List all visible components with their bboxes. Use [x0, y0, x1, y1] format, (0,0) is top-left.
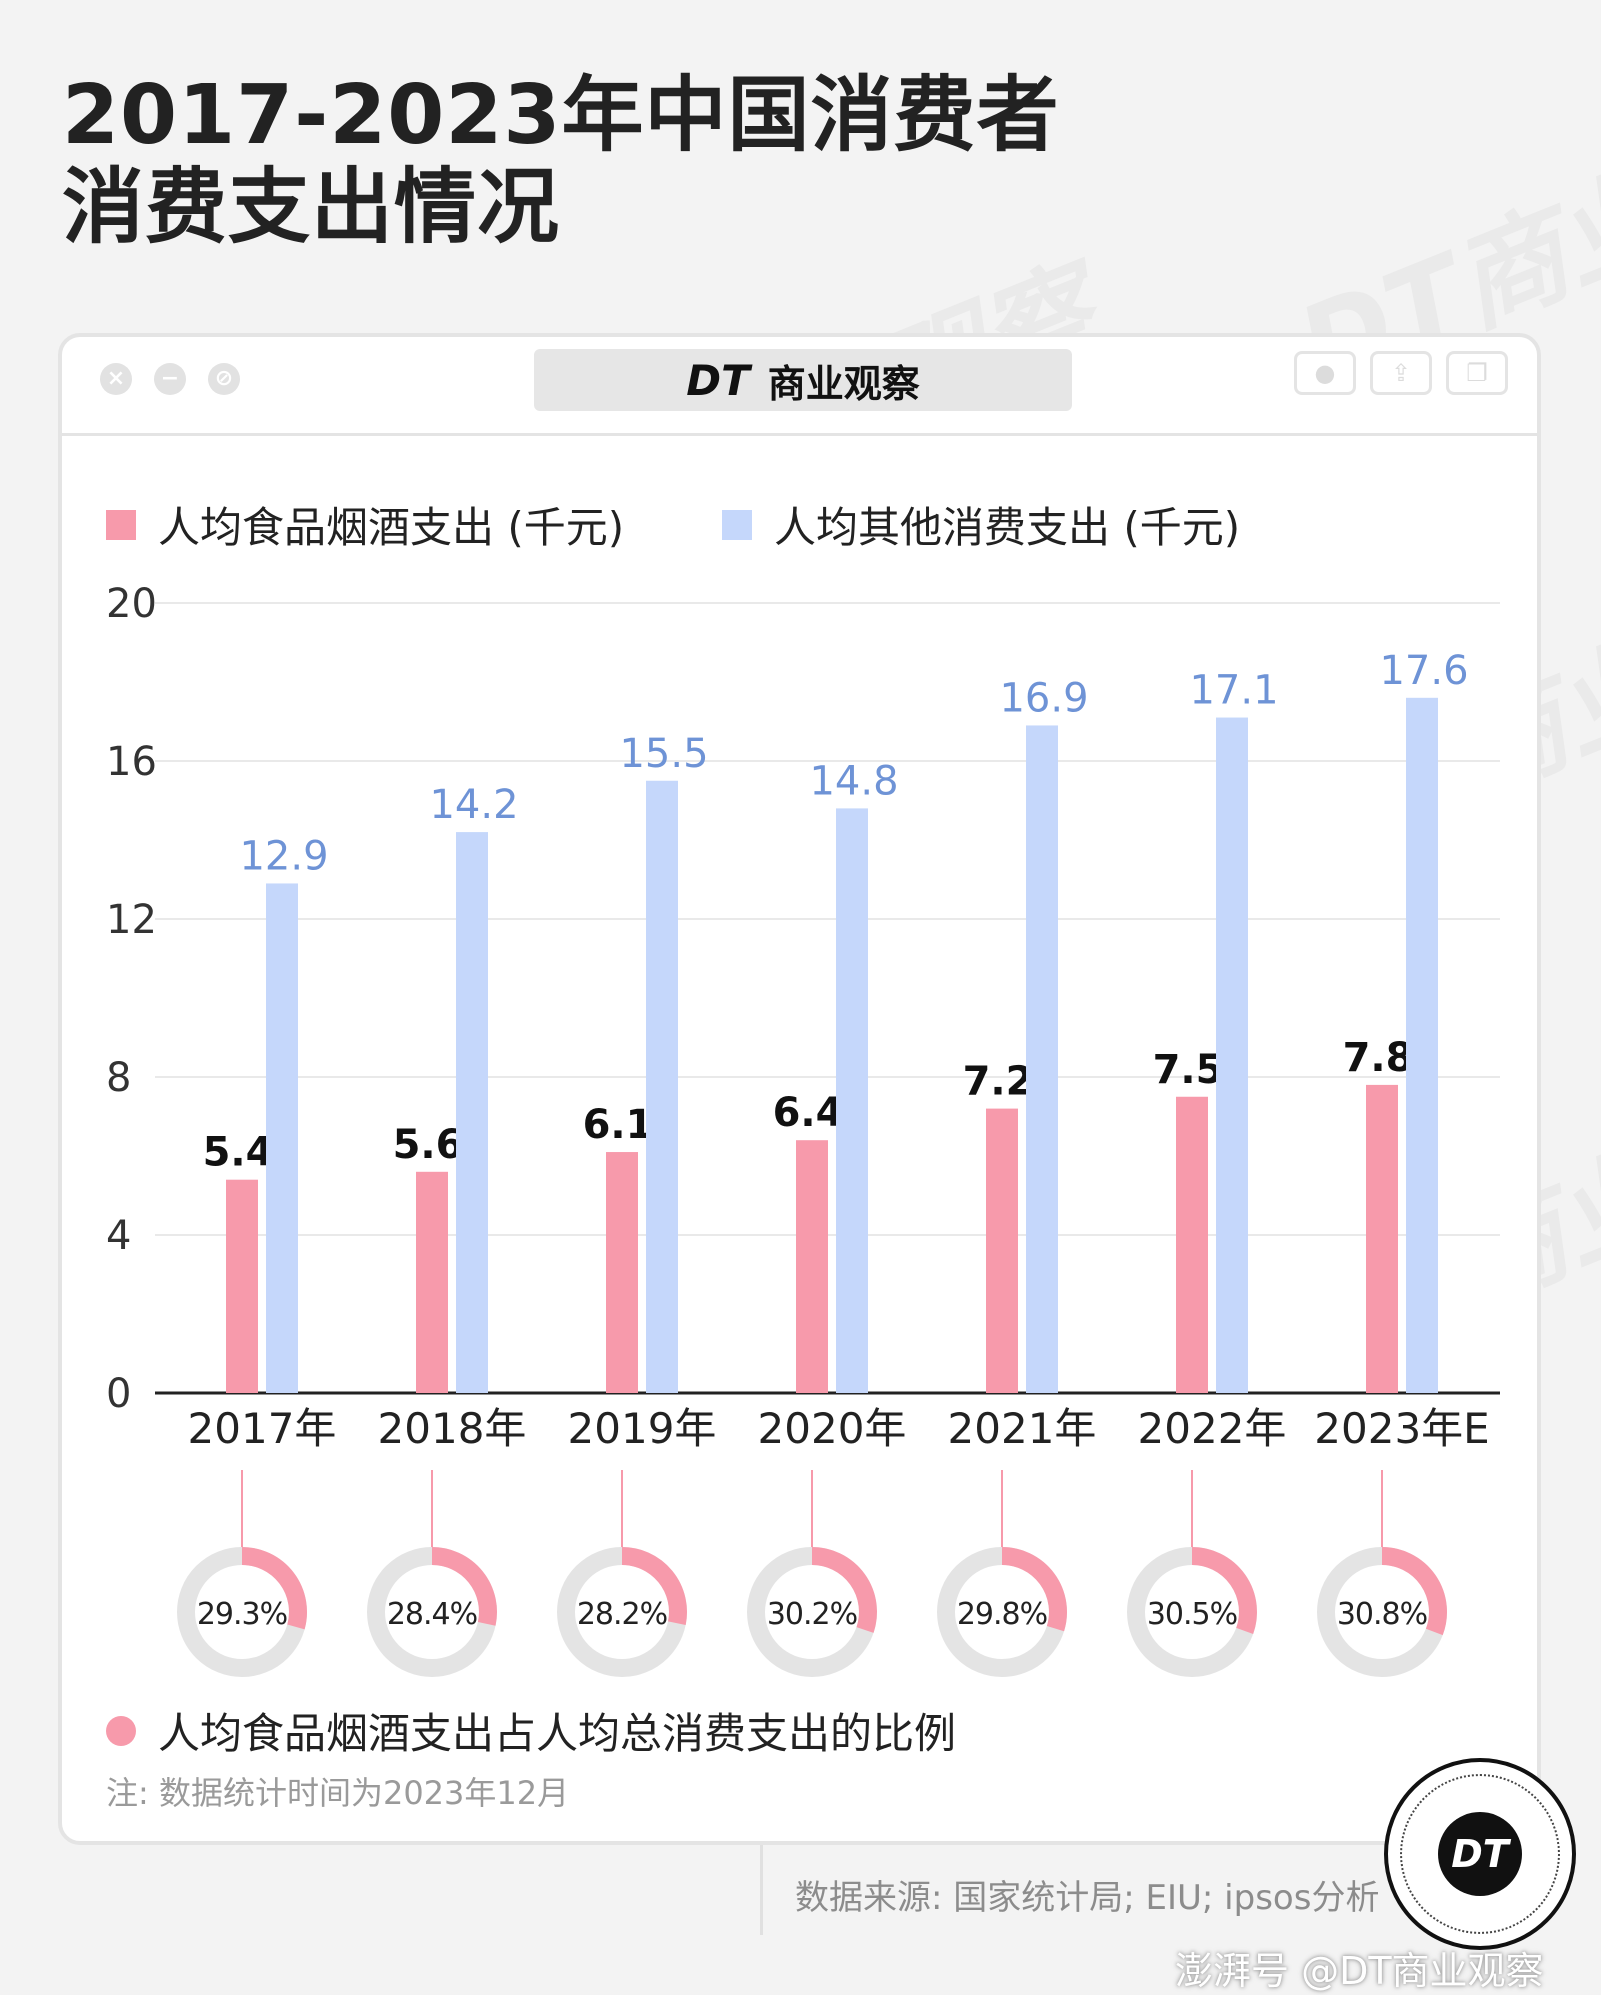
x-tick-label: 2018年	[378, 1404, 527, 1453]
data-label-food: 7.2	[963, 1059, 1034, 1105]
ratio-donut-arc	[1191, 1547, 1257, 1635]
ratio-label: 28.4%	[387, 1597, 477, 1632]
y-tick-label: 12	[106, 897, 157, 943]
data-source: 数据来源: 国家统计局; EIU; ipsos分析	[795, 1878, 1380, 1918]
bar-food	[796, 1140, 828, 1393]
page-title-line2: 消费支出情况	[62, 160, 561, 255]
ratio-donut-arc	[431, 1547, 497, 1626]
chart-window: × − ⊘ DT 商业观察 ● ⇪ ❐	[58, 333, 1541, 1845]
brand-name: 商业观察	[767, 361, 920, 406]
window-icon[interactable]: ❐	[1446, 351, 1508, 395]
ratio-label: 28.2%	[577, 1597, 667, 1632]
ratio-label: 30.8%	[1337, 1597, 1427, 1632]
legend-other-swatch	[722, 509, 752, 540]
page-title-line1: 2017-2023年中国消费者	[62, 68, 1060, 163]
footer-watermark: 澎湃号 @DT商业观察	[1175, 1949, 1544, 1993]
legend-ratio: 人均食品烟酒支出占人均总消费支出的比例	[106, 1700, 956, 1761]
data-label-other: 16.9	[999, 675, 1088, 721]
x-tick-label: 2023年E	[1314, 1404, 1489, 1453]
brand-bar: DT 商业观察	[534, 349, 1072, 411]
x-tick-label: 2020年	[758, 1404, 907, 1453]
page-title: 2017-2023年中国消费者 消费支出情况	[62, 70, 1059, 254]
legend-food-swatch	[106, 509, 136, 540]
ratio-label: 30.5%	[1147, 1597, 1237, 1632]
bar-other	[1406, 697, 1438, 1393]
bar-food	[1366, 1084, 1398, 1393]
dt-logo-icon: DT	[1438, 1812, 1522, 1896]
data-label-other: 17.1	[1189, 668, 1278, 714]
ratio-donut-arc	[621, 1547, 687, 1625]
brand-logo: DT	[686, 355, 750, 405]
ratio-donut-arc	[811, 1547, 877, 1633]
data-label-food: 6.4	[773, 1090, 844, 1136]
footnote: 注: 数据统计时间为2023年12月	[106, 1774, 570, 1812]
y-tick-label: 4	[106, 1213, 131, 1259]
ratio-label: 29.3%	[197, 1597, 287, 1632]
data-label-food: 7.8	[1343, 1035, 1414, 1081]
bar-food	[606, 1152, 638, 1393]
ratio-donut-arc	[1001, 1547, 1067, 1632]
x-tick-label: 2021年	[948, 1404, 1097, 1453]
data-label-other: 12.9	[239, 833, 328, 879]
share-icon[interactable]: ⇪	[1370, 351, 1432, 395]
y-tick-label: 8	[106, 1055, 131, 1101]
bar-other	[456, 832, 488, 1393]
data-label-other: 14.8	[809, 758, 898, 804]
data-label-other: 15.5	[619, 731, 708, 777]
ratio-donut-arc	[241, 1547, 307, 1630]
ratio-label: 30.2%	[767, 1597, 857, 1632]
bar-food	[416, 1171, 448, 1393]
bar-other	[266, 883, 298, 1393]
ratio-label: 29.8%	[957, 1597, 1047, 1632]
x-tick-label: 2019年	[568, 1404, 717, 1453]
bar-other	[1026, 725, 1058, 1393]
x-tick-label: 2017年	[188, 1404, 337, 1453]
y-tick-label: 20	[106, 581, 157, 627]
y-tick-label: 0	[106, 1371, 131, 1417]
data-label-food: 7.5	[1153, 1047, 1224, 1093]
data-label-other: 17.6	[1379, 648, 1468, 694]
close-icon[interactable]: ×	[100, 363, 132, 395]
dt-badge: DT	[1384, 1758, 1576, 1950]
bar-other	[836, 808, 868, 1393]
y-tick-label: 16	[106, 739, 157, 785]
legend-ratio-swatch	[106, 1715, 136, 1746]
bar-food	[226, 1179, 258, 1393]
bar-other	[1216, 717, 1248, 1393]
source-divider	[760, 1845, 1363, 1935]
data-label-other: 14.2	[429, 782, 518, 828]
legend-other-label: 人均其他消费支出 (千元)	[774, 503, 1241, 552]
record-icon[interactable]: ●	[1294, 351, 1356, 395]
legend-food-label: 人均食品烟酒支出 (千元)	[158, 503, 625, 552]
badge-ring	[1400, 1774, 1560, 1934]
x-tick-label: 2022年	[1138, 1404, 1287, 1453]
legend-food: 人均食品烟酒支出 (千元)	[106, 494, 624, 555]
data-label-food: 6.1	[583, 1102, 654, 1148]
bar-food	[1176, 1096, 1208, 1393]
window-titlebar: × − ⊘ DT 商业观察 ● ⇪ ❐	[62, 337, 1537, 436]
data-label-food: 5.6	[393, 1122, 464, 1168]
disable-icon[interactable]: ⊘	[208, 363, 240, 395]
data-label-food: 5.4	[203, 1130, 274, 1176]
bar-food	[986, 1108, 1018, 1393]
legend-ratio-label: 人均食品烟酒支出占人均总消费支出的比例	[158, 1709, 957, 1758]
legend-other: 人均其他消费支出 (千元)	[722, 494, 1240, 555]
ratio-donut-arc	[1381, 1547, 1447, 1636]
bar-other	[646, 780, 678, 1393]
minimize-icon[interactable]: −	[154, 363, 186, 395]
